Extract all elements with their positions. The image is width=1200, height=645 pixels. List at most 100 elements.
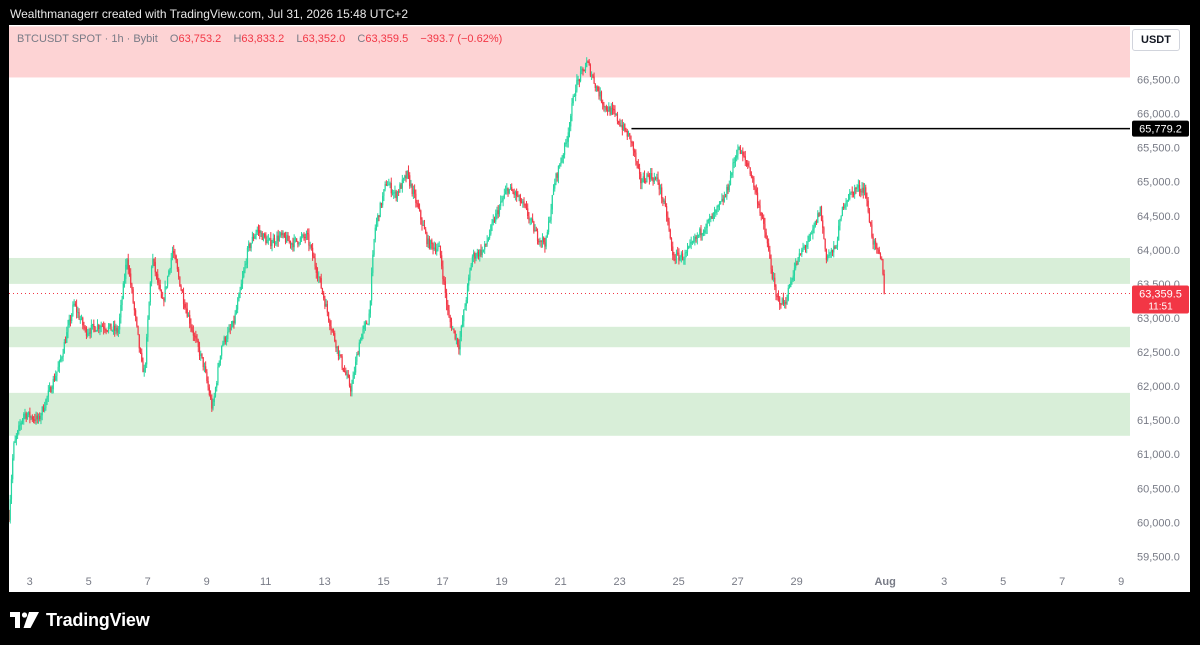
- candle-body: [868, 211, 871, 223]
- candle-body: [18, 425, 20, 431]
- tradingview-brand: TradingView: [46, 609, 150, 630]
- currency-button[interactable]: USDT: [1132, 29, 1180, 51]
- x-tick-label: 3: [941, 576, 947, 588]
- candle-body: [879, 253, 882, 259]
- candle-body: [597, 86, 599, 91]
- candle-body: [661, 187, 663, 199]
- candle-body: [856, 187, 858, 189]
- candle-body: [196, 338, 198, 341]
- candle-body: [740, 151, 743, 155]
- candle-body: [825, 248, 827, 260]
- candle-body: [411, 183, 413, 194]
- candle-body: [380, 202, 383, 206]
- candle-body: [559, 165, 561, 167]
- candle-body: [17, 430, 19, 436]
- candle-body: [646, 174, 648, 183]
- x-tick-label: 29: [791, 576, 803, 588]
- candle-body: [61, 357, 63, 359]
- candle-body: [699, 228, 701, 235]
- candle-body: [321, 288, 324, 293]
- support-zone-2: [9, 326, 1130, 348]
- candle-body: [642, 176, 644, 183]
- candle-body: [519, 195, 521, 203]
- candle-body: [336, 346, 338, 349]
- candle-body: [180, 286, 182, 290]
- candle-body: [223, 337, 225, 344]
- candle-body: [827, 255, 829, 260]
- candle-body: [393, 192, 395, 194]
- candle-body: [254, 235, 256, 239]
- candle-body: [312, 247, 314, 257]
- candle-body: [296, 238, 298, 242]
- candle-body: [536, 231, 539, 241]
- candle-body: [535, 229, 537, 232]
- candle-body: [871, 224, 873, 237]
- x-tick-label: 15: [378, 576, 390, 588]
- candle-body: [383, 189, 385, 196]
- candle-body: [253, 236, 255, 239]
- candle-body: [24, 413, 26, 415]
- candle-body: [125, 264, 127, 279]
- candle-body: [205, 366, 207, 372]
- candle-body: [412, 189, 414, 194]
- x-tick-label: Aug: [874, 576, 895, 588]
- candle-body: [792, 275, 794, 280]
- candle-body: [103, 326, 105, 329]
- candle-body: [498, 206, 501, 215]
- candle-body: [324, 298, 326, 307]
- candle-body: [855, 187, 857, 189]
- candlestick-chart[interactable]: 59,500.0 60,000.0 60,500.0 61,000.0 61,500.0…: [9, 25, 1190, 592]
- candle-body: [28, 411, 30, 415]
- candle-body: [481, 249, 483, 255]
- open-value: 63,753.2: [178, 33, 222, 45]
- candle-body: [496, 210, 498, 214]
- candle-body: [761, 215, 764, 218]
- candle-body: [358, 342, 360, 355]
- candle-body: [637, 164, 639, 169]
- candle-body: [443, 279, 445, 282]
- candle-body: [332, 330, 335, 334]
- candle-body: [744, 156, 746, 161]
- candle-body: [377, 215, 379, 222]
- candle-body: [728, 185, 730, 191]
- change-value: −393.7 (−0.62%): [420, 33, 503, 45]
- candle-body: [219, 355, 222, 363]
- candle-body: [30, 416, 32, 418]
- candle-body: [470, 264, 472, 271]
- candle-body: [717, 204, 719, 208]
- candle-body: [587, 61, 589, 63]
- candle-body: [701, 233, 703, 236]
- candle-body: [142, 361, 144, 373]
- candle-body: [795, 263, 797, 269]
- candle-body: [609, 106, 611, 115]
- candle-body: [691, 241, 694, 243]
- candle-body: [147, 319, 149, 338]
- y-tick-label: 65,500.0: [1137, 143, 1180, 155]
- candle-body: [15, 435, 17, 440]
- candle-body: [694, 236, 696, 242]
- candle-body: [711, 216, 713, 219]
- candle-body: [532, 218, 534, 222]
- candle-body: [350, 385, 352, 392]
- candle-body: [73, 303, 75, 305]
- candle-body: [69, 319, 72, 322]
- candle-body: [573, 96, 576, 98]
- candle-body: [402, 178, 405, 180]
- y-tick-label: 66,000.0: [1137, 109, 1180, 121]
- candle-body: [371, 272, 373, 301]
- candle-body: [214, 387, 217, 397]
- candle-body: [35, 415, 37, 421]
- candle-body: [675, 252, 678, 260]
- candle-body: [12, 458, 14, 480]
- candle-body: [169, 268, 171, 271]
- candle-body: [379, 202, 381, 218]
- candle-body: [600, 91, 603, 102]
- candle-body: [95, 330, 97, 332]
- candle-body: [836, 240, 839, 247]
- x-tick-label: 7: [145, 576, 151, 588]
- candle-body: [348, 377, 351, 386]
- candle-body: [222, 343, 224, 346]
- candle-body: [517, 196, 519, 198]
- candle-body: [32, 419, 35, 421]
- candle-body: [726, 186, 728, 197]
